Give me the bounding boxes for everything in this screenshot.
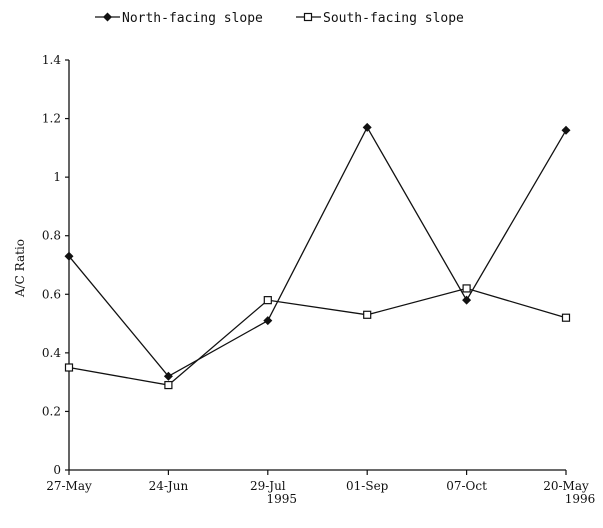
y-axis-label: A/C Ratio (13, 239, 27, 298)
legend-marker-south (303, 12, 313, 22)
data-point (462, 295, 472, 305)
year-label: 1996 (565, 492, 596, 506)
legend-label-south: South-facing slope (323, 11, 464, 26)
legend-marker-north (103, 12, 112, 22)
data-point (462, 284, 471, 293)
x-tick-label: 20-May (543, 479, 589, 493)
y-tick-label: 0 (53, 463, 61, 477)
data-point (263, 316, 273, 326)
y-tick-label: 0.2 (42, 404, 61, 418)
x-tick-label: 29-Jul (250, 479, 286, 493)
x-axis-ticks: 27-May 24-Jun 29-Jul 01-Sep 07-Oct 20-May 1995… (46, 470, 595, 506)
data-point (363, 310, 372, 319)
legend-label-north: North-facing slope (122, 11, 263, 26)
axes (68, 60, 566, 471)
data-point (164, 380, 173, 390)
legend: North-facing slope South-facing slope (95, 11, 464, 26)
x-tick-label: 01-Sep (346, 479, 389, 493)
year-label: 1995 (267, 492, 298, 506)
series-south (64, 284, 571, 390)
series-line (68, 125, 567, 378)
x-tick-label: 24-Jun (149, 479, 189, 493)
data-point (64, 251, 74, 261)
data-point (263, 296, 272, 305)
y-tick-label: 1.2 (42, 112, 61, 126)
series-north (64, 122, 571, 381)
y-axis-ticks: 0 0.2 0.4 0.6 0.8 1 1.2 1.4 (42, 53, 69, 477)
y-tick-label: 1.4 (42, 53, 61, 67)
y-tick-label: 0.6 (42, 287, 61, 301)
y-tick-label: 0.8 (42, 229, 61, 243)
series-line (68, 287, 567, 386)
x-tick-label: 27-May (46, 479, 92, 493)
data-point (64, 363, 74, 372)
data-point (561, 125, 571, 135)
data-point (362, 122, 372, 132)
y-tick-label: 0.4 (42, 346, 61, 360)
data-point (163, 371, 173, 381)
data-point (561, 313, 571, 322)
series-layer (64, 122, 571, 390)
y-tick-label: 1 (53, 170, 61, 184)
x-tick-label: 07-Oct (446, 479, 487, 493)
